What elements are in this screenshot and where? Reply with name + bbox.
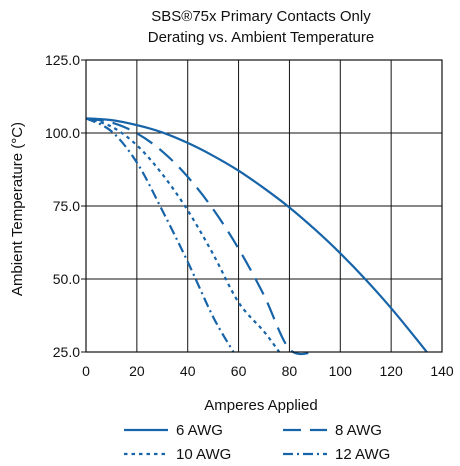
legend-label-12-awg: 12 AWG bbox=[335, 446, 390, 463]
x-tick-label: 100 bbox=[329, 363, 353, 379]
y-axis-label: Ambient Temperature (°C) bbox=[9, 122, 26, 296]
y-tick-label: 125.0 bbox=[45, 52, 80, 68]
legend-label-8-awg: 8 AWG bbox=[335, 422, 382, 439]
y-tick-label: 75.0 bbox=[53, 198, 80, 214]
y-tick-label: 50.0 bbox=[53, 271, 80, 287]
series-line-10-awg bbox=[85, 117, 281, 353]
series-line-6-awg bbox=[85, 117, 428, 353]
x-tick-label: 40 bbox=[180, 363, 196, 379]
legend-label-6-awg: 6 AWG bbox=[176, 422, 223, 439]
x-tick-label: 140 bbox=[430, 363, 454, 379]
chart-title: SBS®75x Primary Contacts Only bbox=[151, 8, 371, 25]
series-lines bbox=[85, 117, 428, 356]
x-tick-label: 0 bbox=[82, 363, 90, 379]
legend: 6 AWG 8 AWG 10 AWG 12 AWG bbox=[124, 422, 390, 463]
tick-labels: 0 20 40 60 80 100 120 140 25.0 50.0 75.0 100.0 125.0 bbox=[45, 52, 454, 379]
series-line-12-awg bbox=[85, 117, 235, 353]
x-axis-label: Amperes Applied bbox=[204, 397, 317, 414]
x-tick-label: 120 bbox=[379, 363, 403, 379]
x-tick-label: 60 bbox=[231, 363, 247, 379]
y-tick-label: 100.0 bbox=[45, 125, 80, 141]
chart-subtitle: Derating vs. Ambient Temperature bbox=[148, 29, 375, 46]
x-tick-label: 80 bbox=[282, 363, 298, 379]
series-line-8-awg bbox=[85, 117, 315, 356]
y-tick-label: 25.0 bbox=[53, 344, 80, 360]
x-tick-label: 20 bbox=[129, 363, 145, 379]
grid-lines bbox=[85, 59, 443, 353]
legend-label-10-awg: 10 AWG bbox=[176, 446, 231, 463]
